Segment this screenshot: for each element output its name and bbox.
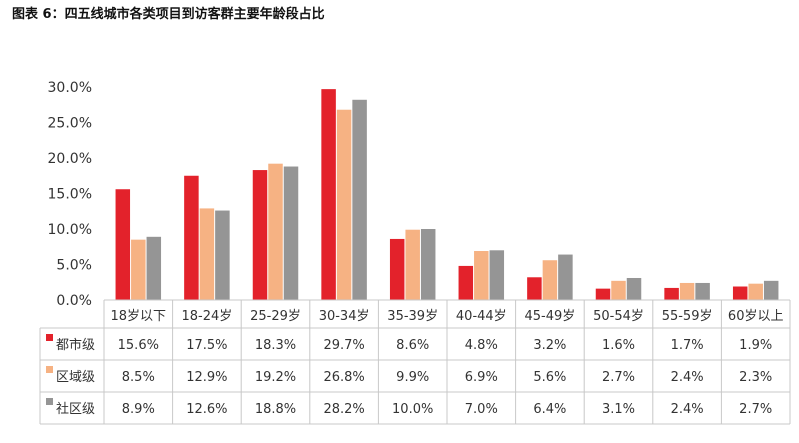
y-tick-label: 15.0% bbox=[48, 187, 92, 203]
data-label: 2.3% bbox=[739, 370, 772, 385]
y-tick-label: 5.0% bbox=[56, 258, 92, 274]
bar bbox=[489, 250, 505, 300]
bar bbox=[405, 229, 420, 300]
x-tick-label: 25-29岁 bbox=[250, 309, 301, 324]
bar bbox=[527, 277, 542, 300]
data-label: 29.7% bbox=[323, 338, 364, 353]
bar bbox=[732, 286, 748, 300]
data-label: 12.9% bbox=[186, 370, 227, 385]
y-tick-label: 20.0% bbox=[48, 151, 92, 167]
bar bbox=[558, 254, 573, 300]
bar bbox=[131, 239, 146, 300]
data-label: 15.6% bbox=[118, 338, 159, 353]
data-label: 12.6% bbox=[186, 402, 227, 417]
bar bbox=[748, 283, 763, 300]
bar bbox=[184, 175, 199, 300]
data-label: 1.7% bbox=[671, 338, 704, 353]
bar bbox=[389, 238, 405, 300]
data-label: 8.5% bbox=[122, 370, 155, 385]
data-label: 6.4% bbox=[533, 402, 566, 417]
bar bbox=[626, 277, 642, 300]
bar bbox=[763, 280, 779, 300]
data-label: 28.2% bbox=[323, 402, 364, 417]
y-tick-label: 30.0% bbox=[48, 80, 92, 96]
bar bbox=[252, 170, 268, 300]
bar bbox=[215, 210, 230, 300]
bar bbox=[611, 280, 626, 300]
bar bbox=[283, 166, 299, 300]
data-label: 1.6% bbox=[602, 338, 635, 353]
legend-label: 社区级 bbox=[56, 401, 95, 417]
data-label: 10.0% bbox=[392, 402, 433, 417]
data-label: 9.9% bbox=[396, 370, 429, 385]
data-label: 5.6% bbox=[533, 370, 566, 385]
bar bbox=[695, 282, 710, 300]
x-tick-label: 45-49岁 bbox=[525, 309, 576, 324]
bar bbox=[352, 99, 367, 300]
bar bbox=[336, 109, 352, 300]
y-tick-label: 10.0% bbox=[48, 222, 92, 238]
bar bbox=[458, 265, 474, 300]
legend-swatch bbox=[46, 366, 53, 373]
data-label: 6.9% bbox=[465, 370, 498, 385]
data-label: 3.2% bbox=[533, 338, 566, 353]
data-label: 8.6% bbox=[396, 338, 429, 353]
x-tick-label: 18-24岁 bbox=[182, 309, 233, 324]
legend-swatch bbox=[46, 334, 53, 341]
bar bbox=[321, 89, 336, 300]
x-tick-label: 55-59岁 bbox=[662, 309, 713, 324]
data-label: 3.1% bbox=[602, 402, 635, 417]
bar bbox=[199, 208, 215, 300]
data-label: 2.7% bbox=[739, 402, 772, 417]
data-label: 8.9% bbox=[122, 402, 155, 417]
data-label: 7.0% bbox=[465, 402, 498, 417]
bar bbox=[595, 288, 611, 300]
legend-label: 区域级 bbox=[56, 370, 95, 385]
data-label: 2.4% bbox=[671, 402, 704, 417]
y-tick-label: 0.0% bbox=[56, 293, 92, 309]
x-tick-label: 40-44岁 bbox=[456, 309, 507, 324]
x-tick-label: 18岁以下 bbox=[111, 309, 167, 324]
x-tick-label: 60岁以上 bbox=[728, 309, 784, 324]
data-label: 19.2% bbox=[255, 370, 296, 385]
data-label: 26.8% bbox=[323, 370, 364, 385]
x-tick-label: 35-39岁 bbox=[387, 309, 438, 324]
x-tick-label: 30-34岁 bbox=[319, 309, 370, 324]
data-label: 18.3% bbox=[255, 338, 296, 353]
bar bbox=[420, 229, 436, 300]
chart-title: 图表 6：四五线城市各类项目到访客群主要年龄段占比 bbox=[12, 7, 325, 22]
bar bbox=[146, 236, 162, 300]
data-label: 2.7% bbox=[602, 370, 635, 385]
bar bbox=[664, 287, 679, 300]
y-tick-label: 25.0% bbox=[48, 116, 92, 132]
x-tick-label: 50-54岁 bbox=[593, 309, 644, 324]
bar bbox=[268, 163, 283, 300]
data-label: 17.5% bbox=[186, 338, 227, 353]
legend-label: 都市级 bbox=[56, 337, 95, 353]
bar bbox=[679, 282, 695, 300]
bar bbox=[474, 251, 489, 300]
data-label: 2.4% bbox=[671, 370, 704, 385]
data-label: 18.8% bbox=[255, 402, 296, 417]
bar bbox=[542, 260, 558, 300]
bar bbox=[115, 189, 131, 300]
data-label: 4.8% bbox=[465, 338, 498, 353]
data-label: 1.9% bbox=[739, 338, 772, 353]
legend-swatch bbox=[46, 398, 53, 405]
